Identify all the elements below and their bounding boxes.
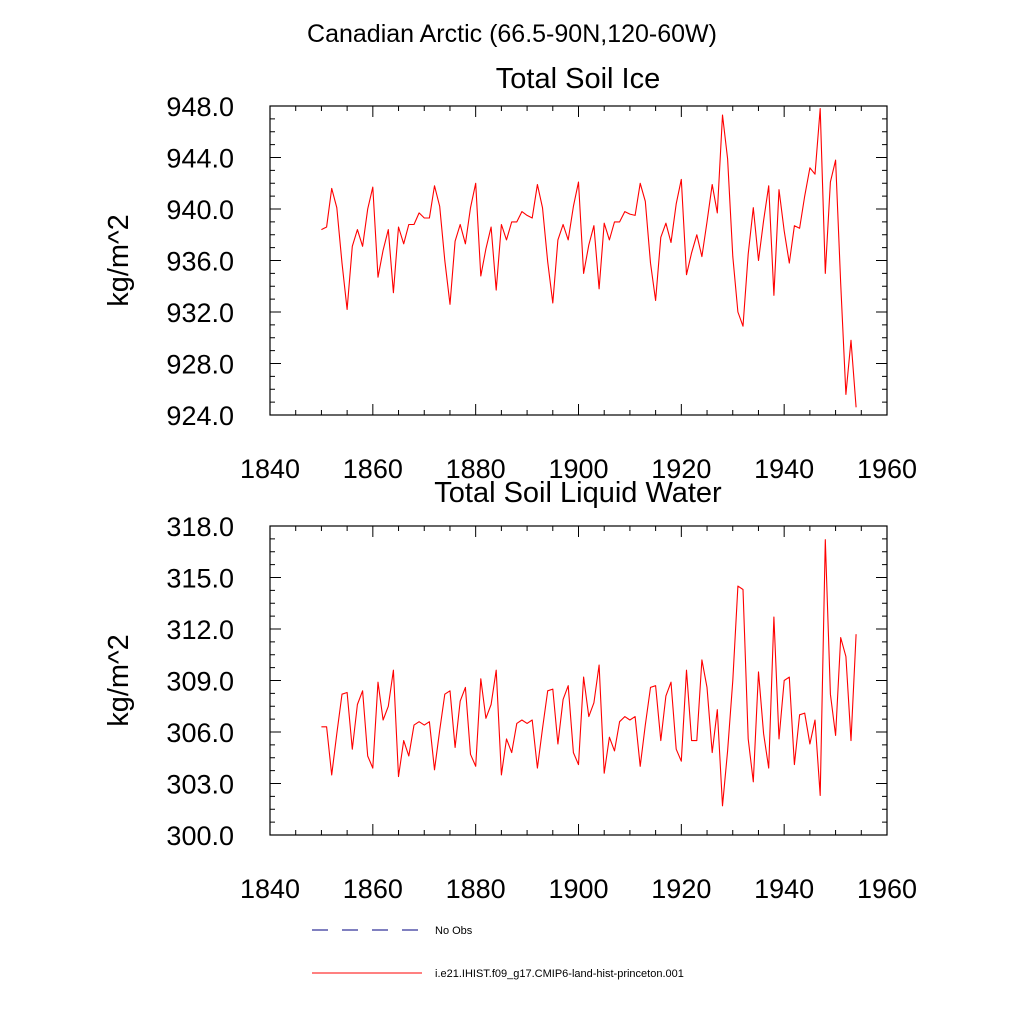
- x-tick-label: 1900: [548, 874, 608, 904]
- y-tick-label: 318.0: [166, 512, 234, 542]
- x-tick-label: 1840: [240, 454, 300, 484]
- x-tick-label: 1900: [548, 454, 608, 484]
- plot-frame: [269, 525, 888, 836]
- series-line-1: [321, 539, 857, 807]
- y-axis-label: kg/m^2: [103, 214, 135, 307]
- y-tick-label: 303.0: [166, 770, 234, 800]
- y-tick-label: 312.0: [166, 615, 234, 645]
- y-tick-label: 940.0: [166, 195, 234, 225]
- x-tick-label: 1960: [857, 454, 917, 484]
- plot-frame: [269, 105, 888, 416]
- x-tick-label: 1840: [240, 874, 300, 904]
- y-tick-label: 932.0: [166, 298, 234, 328]
- legend: No Obs i.e21.IHIST.f09_g17.CMIP6-land-his…: [312, 925, 684, 980]
- x-tick-label: 1880: [446, 874, 506, 904]
- y-tick-label: 315.0: [166, 564, 234, 594]
- y-tick-label: 924.0: [166, 401, 234, 431]
- y-tick-label: 948.0: [166, 92, 234, 122]
- x-tick-label: 1880: [446, 454, 506, 484]
- y-tick-label: 306.0: [166, 718, 234, 748]
- chart-panel-1: Total Soil Ice 1840 1860 1880 1900 1920 1940 19…: [103, 63, 917, 484]
- y-tick-label: 936.0: [166, 247, 234, 277]
- chart-panels: Total Soil Ice 1840 1860 1880 1900 1920 1940 19…: [103, 63, 917, 904]
- y-tick-label: 300.0: [166, 821, 234, 851]
- x-tick-label: 1960: [857, 874, 917, 904]
- x-tick-label: 1860: [343, 874, 403, 904]
- series-line-1: [321, 108, 857, 408]
- figure-title: Canadian Arctic (66.5-90N,120-60W): [307, 20, 717, 48]
- panel-title: Total Soil Liquid Water: [434, 477, 722, 509]
- x-tick-label: 1920: [651, 874, 711, 904]
- legend-entry-2: i.e21.IHIST.f09_g17.CMIP6-land-hist-prin…: [312, 968, 684, 980]
- legend-entry-1: No Obs: [312, 925, 473, 937]
- y-tick-label: 928.0: [166, 350, 234, 380]
- panel-title: Total Soil Ice: [496, 63, 660, 95]
- legend-label: i.e21.IHIST.f09_g17.CMIP6-land-hist-prin…: [435, 968, 684, 980]
- x-tick-label: 1940: [754, 454, 814, 484]
- legend-label: No Obs: [435, 925, 473, 937]
- y-tick-label: 309.0: [166, 667, 234, 697]
- x-tick-label: 1860: [343, 454, 403, 484]
- y-axis-label: kg/m^2: [103, 634, 135, 727]
- x-tick-label: 1940: [754, 874, 814, 904]
- chart-panel-2: Total Soil Liquid Water 1840 1860 1880 1900 1…: [103, 477, 917, 904]
- y-tick-label: 944.0: [166, 144, 234, 174]
- x-tick-label: 1920: [651, 454, 711, 484]
